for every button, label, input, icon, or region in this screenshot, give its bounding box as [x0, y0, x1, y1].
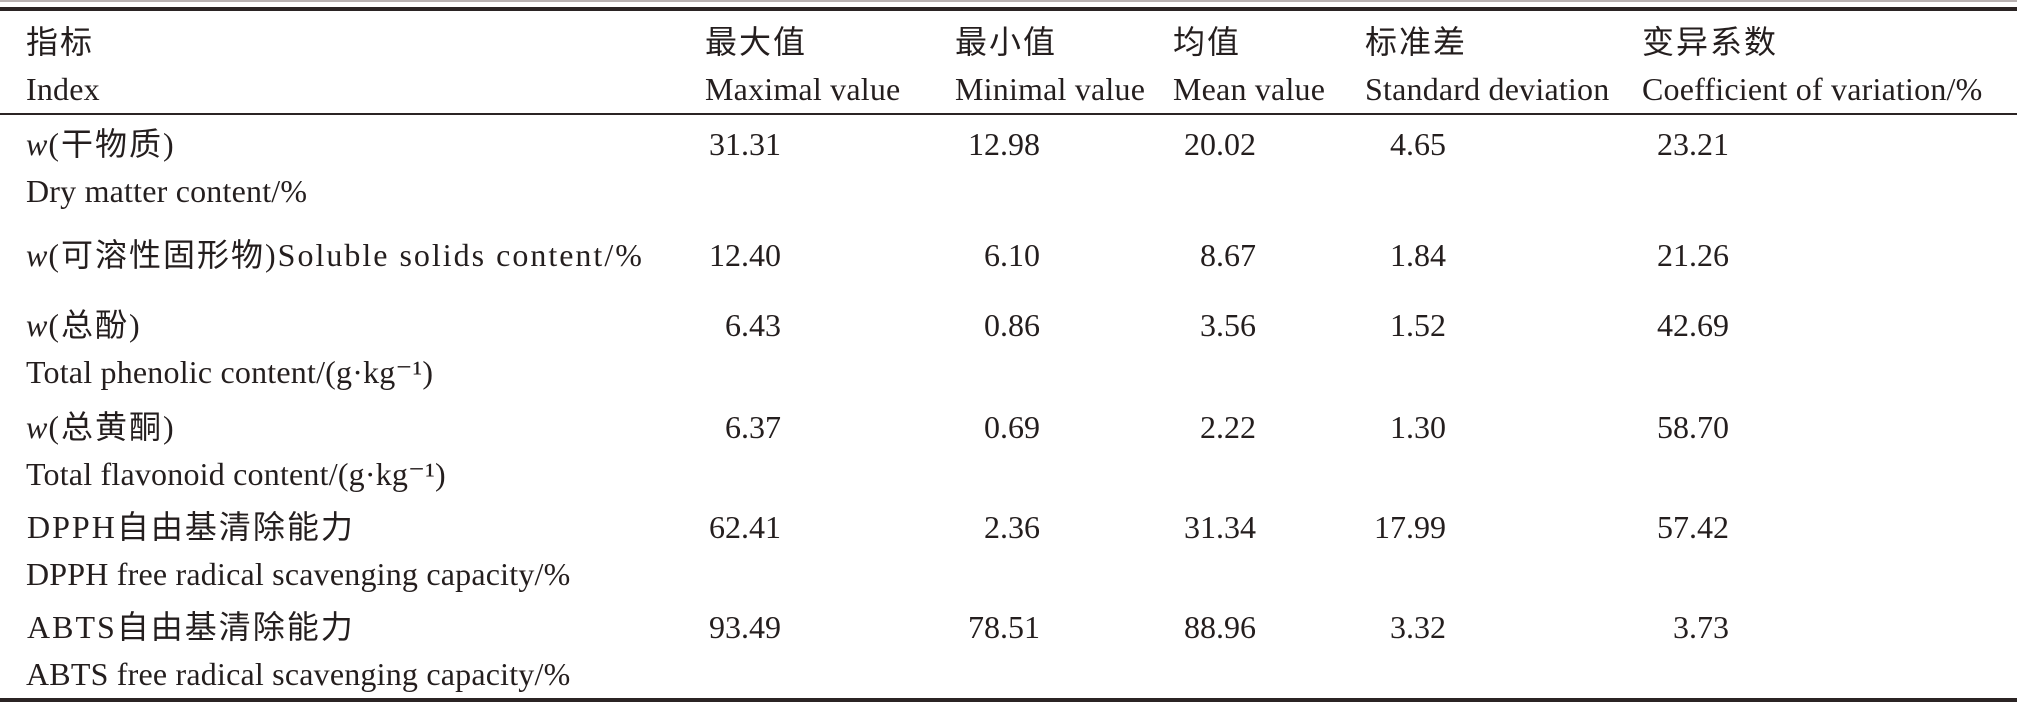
- cell-max: 93.49: [709, 609, 781, 645]
- row-label-cell: ABTS自由基清除能力 ABTS free radical scavenging…: [0, 598, 705, 700]
- row-label-en: DPPH free radical scavenging capacity/%: [26, 556, 571, 592]
- row-label-zh: w(总酚): [26, 307, 142, 343]
- col-header-max-zh: 最大值: [705, 24, 808, 60]
- cell-min: 2.36: [984, 509, 1040, 545]
- cell-min: 78.51: [968, 609, 1040, 645]
- col-header-sd-zh: 标准差: [1365, 24, 1468, 60]
- stats-table: 指标 Index 最大值 Maximal value 最小值 Minimal v…: [0, 7, 2017, 702]
- cell-sd: 1.84: [1390, 237, 1446, 273]
- cell-max: 6.37: [725, 409, 781, 445]
- cell-min: 0.86: [984, 307, 1040, 343]
- col-header-mean-en: Mean value: [1173, 71, 1326, 107]
- row-label-cell: w(总黄酮) Total flavonoid content/(g·kg⁻¹): [0, 398, 705, 498]
- top-hairline-rule: [0, 0, 2017, 2]
- row-label-en: Dry matter content/%: [26, 173, 308, 209]
- cell-sd: 1.30: [1390, 409, 1446, 445]
- cell-mean: 3.56: [1200, 307, 1256, 343]
- col-header-cv-en: Coefficient of variation/%: [1642, 71, 1983, 107]
- table-row-abts: ABTS自由基清除能力 ABTS free radical scavenging…: [0, 598, 2017, 700]
- cell-max: 6.43: [725, 307, 781, 343]
- cell-max: 31.31: [709, 126, 781, 162]
- cell-sd: 17.99: [1374, 509, 1446, 545]
- cell-min: 6.10: [984, 237, 1040, 273]
- cell-mean: 20.02: [1184, 126, 1256, 162]
- cell-mean: 8.67: [1200, 237, 1256, 273]
- col-header-max-en: Maximal value: [705, 71, 901, 107]
- col-header-min: 最小值 Minimal value: [955, 9, 1173, 115]
- table-row-dry-matter: w(干物质) Dry matter content/% 31.31 12.98 …: [0, 114, 2017, 220]
- cell-max: 62.41: [709, 509, 781, 545]
- cell-cv: 58.70: [1657, 409, 1729, 445]
- symbol-w: w: [26, 409, 48, 445]
- col-header-cv: 变异系数 Coefficient of variation/%: [1642, 9, 2017, 115]
- row-label-en: Total flavonoid content/(g·kg⁻¹): [26, 456, 446, 492]
- cell-sd: 4.65: [1390, 126, 1446, 162]
- cell-mean: 88.96: [1184, 609, 1256, 645]
- row-label-en: ABTS free radical scavenging capacity/%: [26, 656, 571, 692]
- header-row: 指标 Index 最大值 Maximal value 最小值 Minimal v…: [0, 9, 2017, 115]
- table-row-soluble-solids: w(可溶性固形物)Soluble solids content/% 12.40 …: [0, 220, 2017, 296]
- table-row-total-phenolic: w(总酚) Total phenolic content/(g·kg⁻¹) 6.…: [0, 296, 2017, 398]
- cell-min: 12.98: [968, 126, 1040, 162]
- col-header-index-en: Index: [26, 71, 100, 107]
- symbol-w: w: [26, 237, 48, 273]
- col-header-min-zh: 最小值: [955, 24, 1058, 60]
- cell-cv: 21.26: [1657, 237, 1729, 273]
- cell-cv: 23.21: [1657, 126, 1729, 162]
- col-header-sd-en: Standard deviation: [1365, 71, 1610, 107]
- row-label-zh: w(干物质): [26, 126, 176, 162]
- cell-min: 0.69: [984, 409, 1040, 445]
- row-label-cell: w(总酚) Total phenolic content/(g·kg⁻¹): [0, 296, 705, 398]
- cell-sd: 3.32: [1390, 609, 1446, 645]
- table-row-dpph: DPPH自由基清除能力 DPPH free radical scavenging…: [0, 498, 2017, 598]
- row-label-cell: w(可溶性固形物)Soluble solids content/%: [0, 220, 705, 296]
- col-header-mean: 均值 Mean value: [1173, 9, 1365, 115]
- col-header-index-zh: 指标: [26, 24, 95, 60]
- cell-sd: 1.52: [1390, 307, 1446, 343]
- row-label-zh: w(总黄酮): [26, 409, 176, 445]
- col-header-mean-zh: 均值: [1173, 24, 1242, 60]
- cell-mean: 2.22: [1200, 409, 1256, 445]
- cell-cv: 42.69: [1657, 307, 1729, 343]
- cell-max: 12.40: [709, 237, 781, 273]
- row-label-zh: w(可溶性固形物)Soluble solids content/%: [26, 237, 644, 273]
- col-header-index: 指标 Index: [0, 9, 705, 115]
- cell-mean: 31.34: [1184, 509, 1256, 545]
- table-row-total-flavonoid: w(总黄酮) Total flavonoid content/(g·kg⁻¹) …: [0, 398, 2017, 498]
- cell-cv: 3.73: [1673, 609, 1729, 645]
- row-label-zh: ABTS自由基清除能力: [27, 609, 355, 645]
- row-label-cell: DPPH自由基清除能力 DPPH free radical scavenging…: [0, 498, 705, 598]
- col-header-max: 最大值 Maximal value: [705, 9, 955, 115]
- row-label-zh: DPPH自由基清除能力: [27, 509, 355, 545]
- col-header-min-en: Minimal value: [955, 71, 1146, 107]
- symbol-w: w: [26, 126, 48, 162]
- cell-cv: 57.42: [1657, 509, 1729, 545]
- row-label-cell: w(干物质) Dry matter content/%: [0, 114, 705, 220]
- col-header-cv-zh: 变异系数: [1642, 24, 1779, 60]
- symbol-w: w: [26, 307, 48, 343]
- row-label-en: Total phenolic content/(g·kg⁻¹): [26, 354, 434, 390]
- col-header-sd: 标准差 Standard deviation: [1365, 9, 1642, 115]
